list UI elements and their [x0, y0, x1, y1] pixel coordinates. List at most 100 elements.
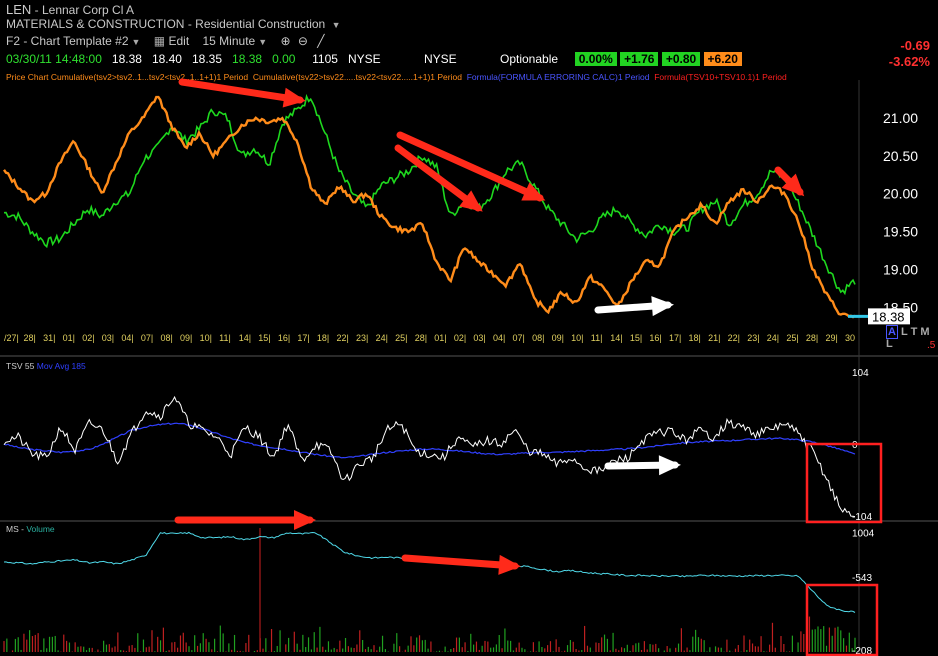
annotation-arrow-red — [401, 554, 521, 575]
last-value: 18.38 — [232, 52, 263, 66]
toolbar: F2 - Chart Template #2 ▼ ▦ Edit 15 Minute… — [6, 34, 335, 48]
price-tick-label: 19.00 — [883, 261, 918, 277]
zoom-in-icon[interactable]: ⊕ — [280, 34, 291, 48]
axis-l2[interactable]: L — [886, 338, 893, 350]
axis-l[interactable]: L — [901, 326, 908, 338]
x-tick-label: 28| — [24, 333, 36, 343]
x-tick-label: 03| — [102, 333, 114, 343]
ma-title: Mov Avg 185 — [36, 361, 86, 371]
x-tick-label: 16| — [278, 333, 290, 343]
x-tick-label: 07| — [513, 333, 525, 343]
ma-line — [3, 422, 856, 459]
x-tick-label: 15| — [630, 333, 642, 343]
price-tick-label: 20.50 — [883, 148, 918, 164]
x-tick-label: 01| — [63, 333, 75, 343]
symbol-row: LEN - Lennar Corp Cl A — [6, 2, 135, 17]
tsv-line — [3, 395, 856, 518]
series-orange-line — [3, 95, 856, 319]
vol-title: Volume — [26, 524, 55, 534]
pct-chip: 0.00% — [574, 52, 617, 66]
chart-legend: Price Chart Cumulative(tsv2>tsv2..1...ts… — [6, 72, 787, 82]
annotation-arrow-red — [774, 166, 805, 197]
x-tick-label: 23| — [747, 333, 759, 343]
x-tick-label: 16| — [649, 333, 661, 343]
edit-button[interactable]: ▦ Edit — [153, 34, 190, 48]
last-price-tag — [868, 308, 910, 325]
x-tick-label: 24| — [767, 333, 779, 343]
x-tick-label: 22| — [728, 333, 740, 343]
price-tick-label: 19.50 — [883, 224, 918, 240]
change-value: 0.00 — [272, 52, 296, 66]
volume-value: 1105 — [312, 52, 338, 66]
legend-series-2: Cumulative(tsv22>tsv22.....tsv22<tsv22..… — [252, 72, 462, 82]
net-change-box: -0.69 -3.62% — [889, 38, 930, 70]
chevron-down-icon[interactable]: ▼ — [331, 20, 341, 30]
zoom-out-icon[interactable]: ⊖ — [297, 34, 308, 48]
x-tick-label: 15| — [258, 333, 270, 343]
annotation-arrow-red — [178, 78, 306, 108]
x-tick-label: 11| — [591, 333, 603, 343]
x-tick-label: 11| — [219, 333, 231, 343]
change-chip-3: +6.20 — [703, 52, 742, 66]
x-tick-label: 10| — [200, 333, 212, 343]
axis-m[interactable]: M — [920, 326, 930, 338]
x-tick-label: 25| — [395, 333, 407, 343]
annotation-arrow-red — [394, 144, 483, 212]
x-tick-label: 02| — [454, 333, 466, 343]
annotation-box — [805, 583, 879, 656]
auto-scale-button[interactable]: A — [886, 325, 898, 339]
x-tick-label: 03| — [473, 333, 485, 343]
pct-change: -3.62% — [888, 54, 930, 69]
annotation-box — [805, 442, 883, 524]
x-tick-label: 29| — [825, 333, 837, 343]
company-name: Lennar Corp Cl A — [41, 3, 135, 17]
x-tick-label: 22| — [336, 333, 348, 343]
x-tick-label: 31| — [43, 333, 55, 343]
x-tick-label: 17| — [297, 333, 309, 343]
change-chip-2: +0.80 — [661, 52, 701, 66]
legend-series-3: Formula(FORMULA ERRORING CALC)1 Period — [466, 72, 650, 82]
x-tick-label: 18| — [317, 333, 329, 343]
x-tick-label: 10| — [571, 333, 583, 343]
annotation-arrow-red — [174, 510, 316, 530]
price-tick-label: 21.00 — [883, 110, 918, 126]
tsv-tick-label: 104 — [852, 368, 869, 379]
industry-row[interactable]: MATERIALS & CONSTRUCTION - Residential C… — [6, 17, 341, 31]
x-tick-label: 30 — [845, 333, 855, 343]
x-tick-label: 07| — [141, 333, 153, 343]
template-selector[interactable]: F2 - Chart Template #2 ▼ — [6, 34, 141, 48]
ms-tick-label: -208 — [852, 646, 872, 656]
x-tick-label: 04| — [493, 333, 505, 343]
annotation-arrow-white — [594, 296, 674, 317]
ms-tick-label: 1004 — [852, 528, 875, 539]
x-tick-label: 28| — [415, 333, 427, 343]
chevron-down-icon: ▼ — [131, 37, 141, 47]
sub-industry: Residential Construction — [195, 17, 326, 31]
x-tick-label: 23| — [356, 333, 368, 343]
x-tick-label: 14| — [239, 333, 251, 343]
x-tick-label: 08| — [160, 333, 172, 343]
industry: MATERIALS & CONSTRUCTION — [6, 17, 185, 31]
tsv-title: TSV 55 Mov Avg 185 — [6, 361, 86, 371]
x-tick-label: 09| — [180, 333, 192, 343]
x-tick-label: 25| — [786, 333, 798, 343]
interval-selector[interactable]: 15 Minute ▼ — [202, 34, 268, 48]
low-value: 18.35 — [191, 52, 223, 66]
exchange: NYSE — [347, 52, 381, 66]
ms-title: MS - Volume — [6, 524, 55, 534]
datetime: 03/30/11 14:48:00 — [6, 52, 102, 66]
chevron-down-icon: ▼ — [258, 37, 268, 47]
axis-t[interactable]: T — [910, 326, 918, 338]
change-chip: +1.76 — [620, 52, 659, 66]
axis-buttons[interactable]: A L T M L — [886, 325, 938, 350]
tsv-tick-label: 0 — [852, 440, 858, 451]
price-tick-label: 20.00 — [883, 186, 918, 202]
legend-price: Price Chart — [6, 72, 49, 82]
x-tick-label: 18| — [689, 333, 701, 343]
pen-icon[interactable]: ╱ — [317, 34, 325, 48]
symbol[interactable]: LEN — [6, 2, 32, 17]
axis-five: .5 — [927, 340, 936, 351]
x-tick-label: 24| — [376, 333, 388, 343]
x-tick-label: 17| — [669, 333, 681, 343]
